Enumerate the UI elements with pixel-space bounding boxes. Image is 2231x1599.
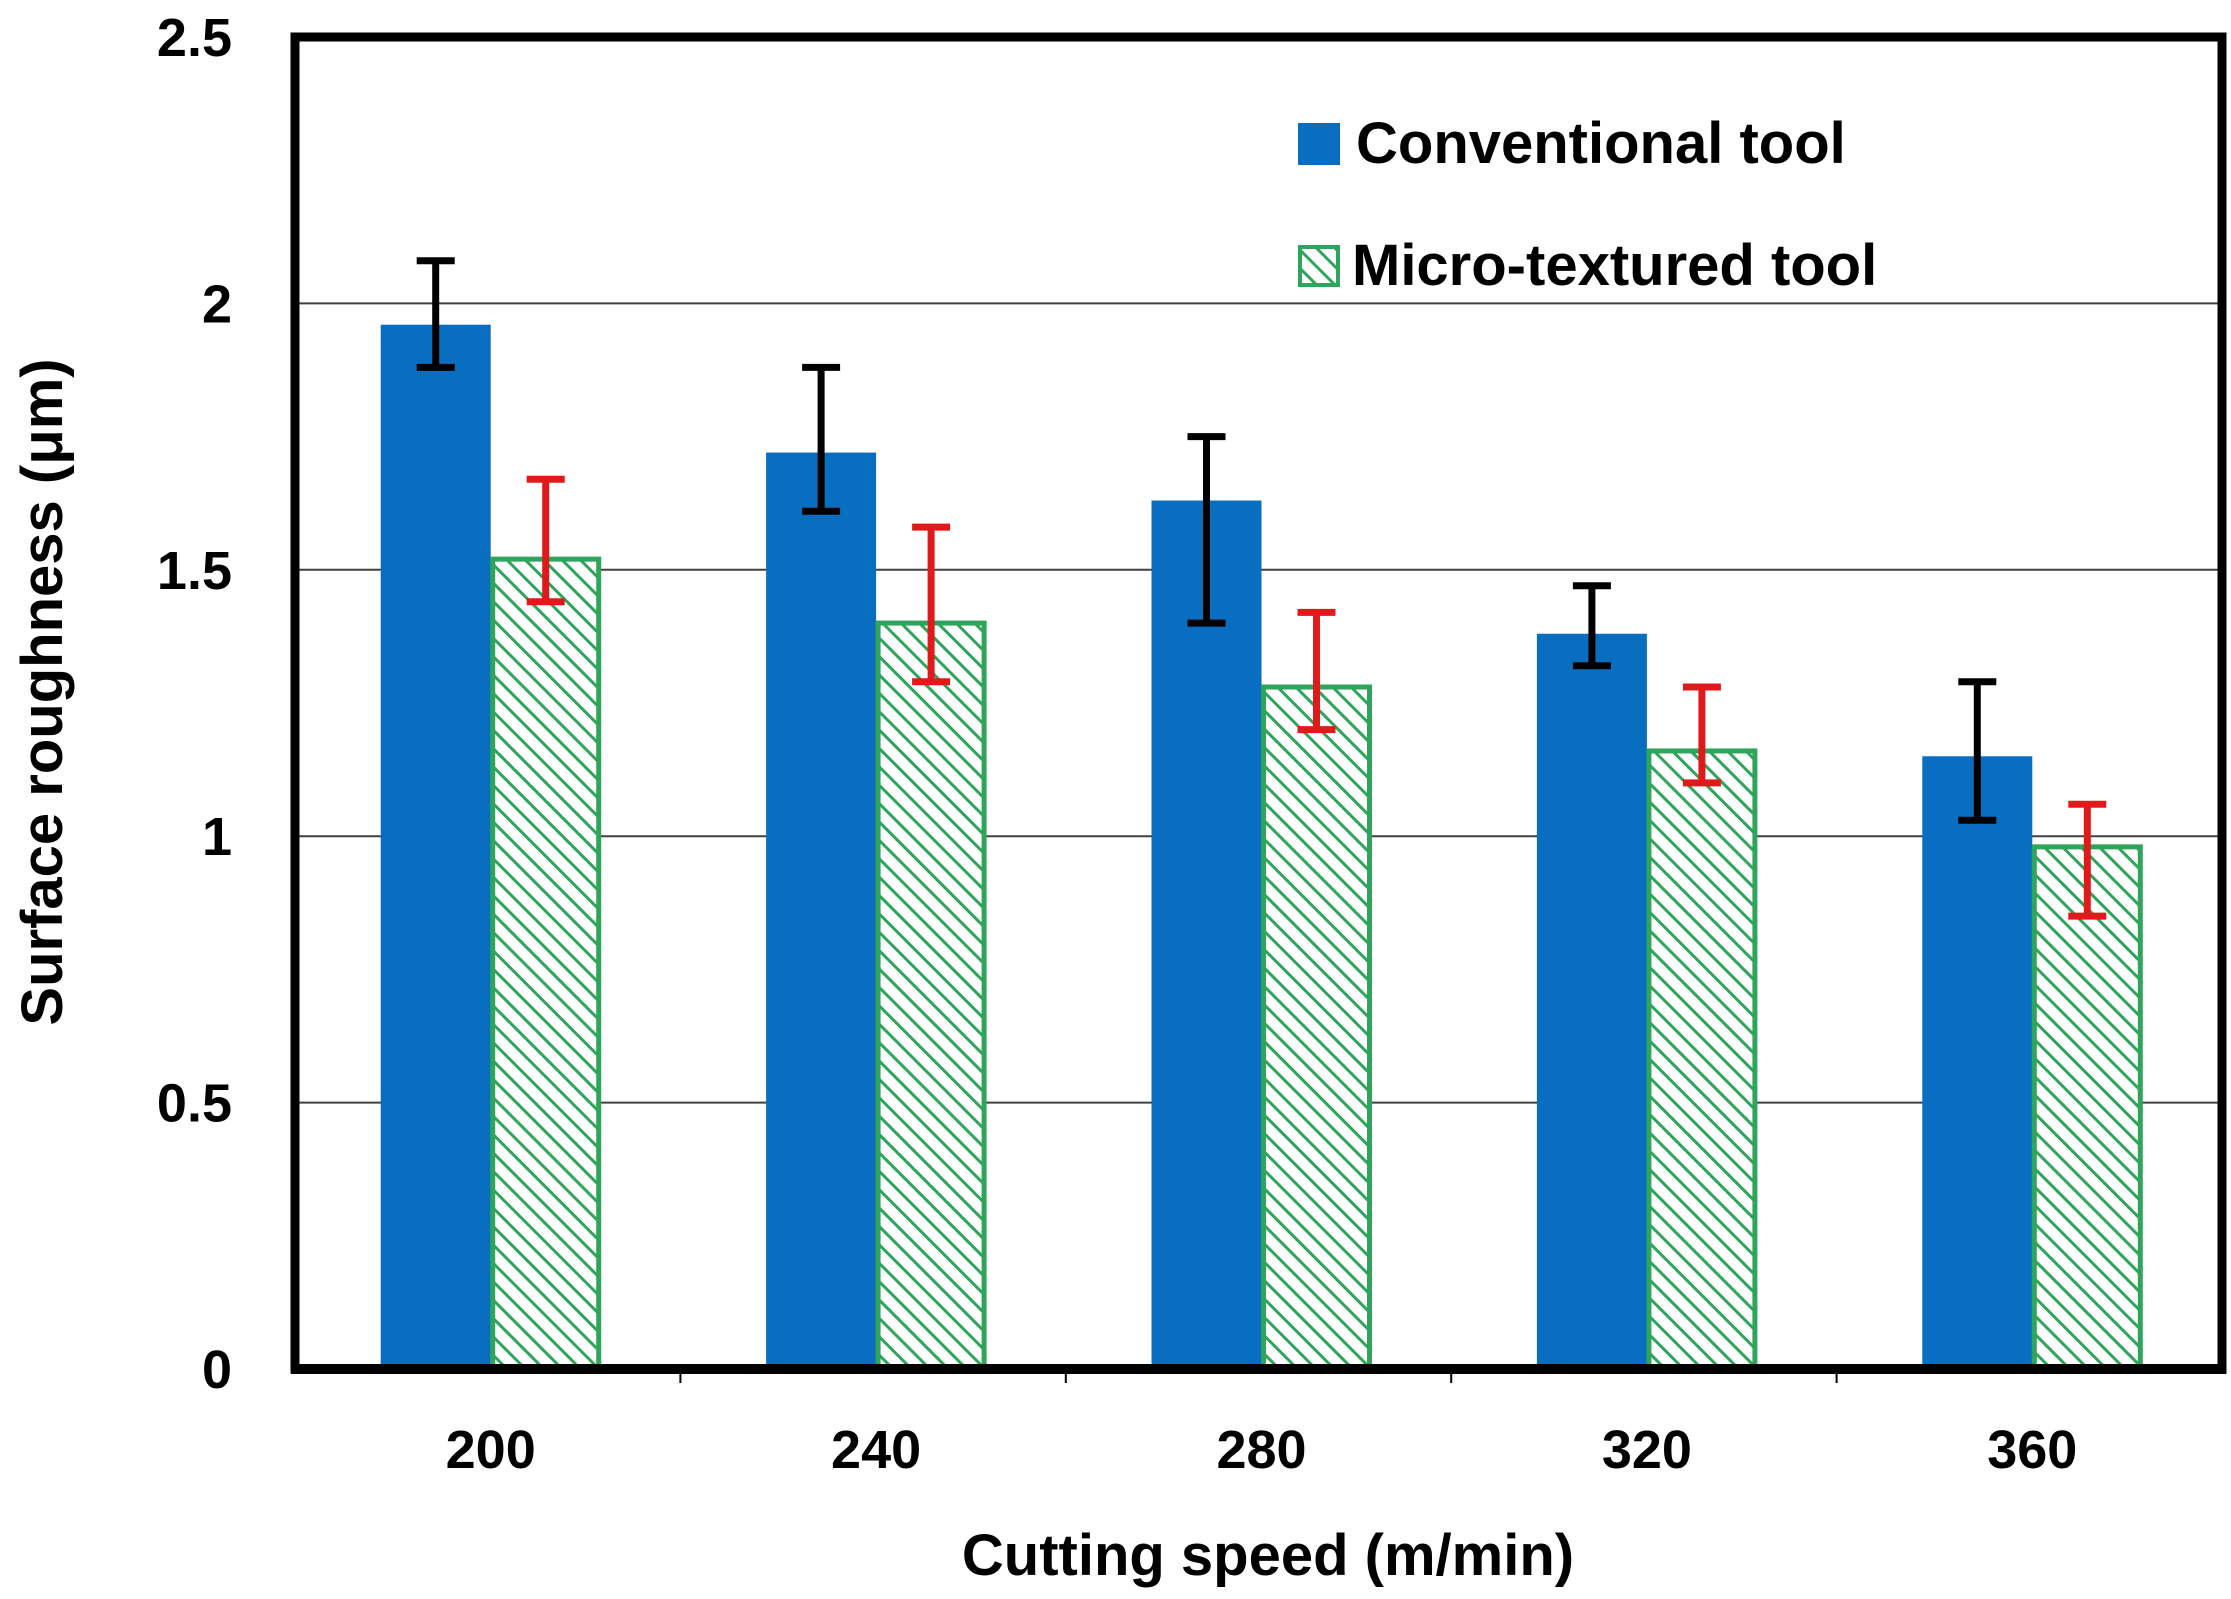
y-tick-label: 1.5	[157, 541, 232, 601]
bar-conventional	[766, 452, 877, 1370]
x-tick-label: 360	[1987, 1420, 2077, 1480]
error-bar-micro-textured	[1682, 683, 1721, 787]
bar-conventional	[380, 324, 491, 1369]
bar-micro-textured	[1261, 684, 1372, 1372]
error-bars	[416, 257, 2107, 920]
legend: Conventional tool Micro-textured tool	[1298, 111, 1877, 298]
legend-swatch-micro-textured	[1298, 245, 1340, 287]
bar-micro-textured	[1646, 748, 1758, 1372]
error-bar-conventional	[1958, 678, 1997, 824]
bar-conventional	[1151, 500, 1262, 1369]
legend-label-micro-textured: Micro-textured tool	[1352, 233, 1877, 298]
bar-conventional	[1922, 756, 2033, 1369]
x-tick-label: 200	[446, 1420, 536, 1480]
y-tick-label: 1	[202, 807, 232, 867]
error-bar-conventional	[802, 363, 841, 515]
x-tick-labels: 200 240 280 320 360	[446, 1420, 2078, 1480]
bar-micro-textured	[2031, 844, 2143, 1372]
y-tick-labels: 0 0.5 1 1.5 2 2.5	[157, 8, 232, 1400]
y-tick-label: 2	[202, 274, 232, 334]
bar-micro-textured	[490, 556, 602, 1372]
error-bar-micro-textured	[912, 523, 951, 686]
x-tick-label: 320	[1602, 1420, 1692, 1480]
error-bar-micro-textured	[2068, 800, 2107, 920]
y-tick-label: 2.5	[157, 8, 232, 68]
y-tick-label: 0	[202, 1340, 232, 1400]
legend-swatch-conventional	[1298, 123, 1340, 165]
legend-label-conventional: Conventional tool	[1356, 111, 1846, 176]
bar-micro-textured	[875, 620, 987, 1372]
bars	[380, 324, 2143, 1372]
error-bar-micro-textured	[1297, 608, 1336, 734]
x-axis-title: Cutting speed (m/min)	[962, 1523, 1574, 1588]
x-tick-label: 240	[831, 1420, 921, 1480]
bar-conventional	[1536, 633, 1647, 1369]
x-tick-label: 280	[1216, 1420, 1306, 1480]
error-bar-conventional	[1187, 433, 1226, 627]
y-tick-label: 0.5	[157, 1074, 232, 1134]
error-bar-conventional	[1572, 582, 1611, 670]
error-bar-conventional	[416, 257, 455, 371]
y-axis-title: Surface roughness (μm)	[10, 358, 75, 1025]
error-bar-micro-textured	[526, 475, 565, 606]
